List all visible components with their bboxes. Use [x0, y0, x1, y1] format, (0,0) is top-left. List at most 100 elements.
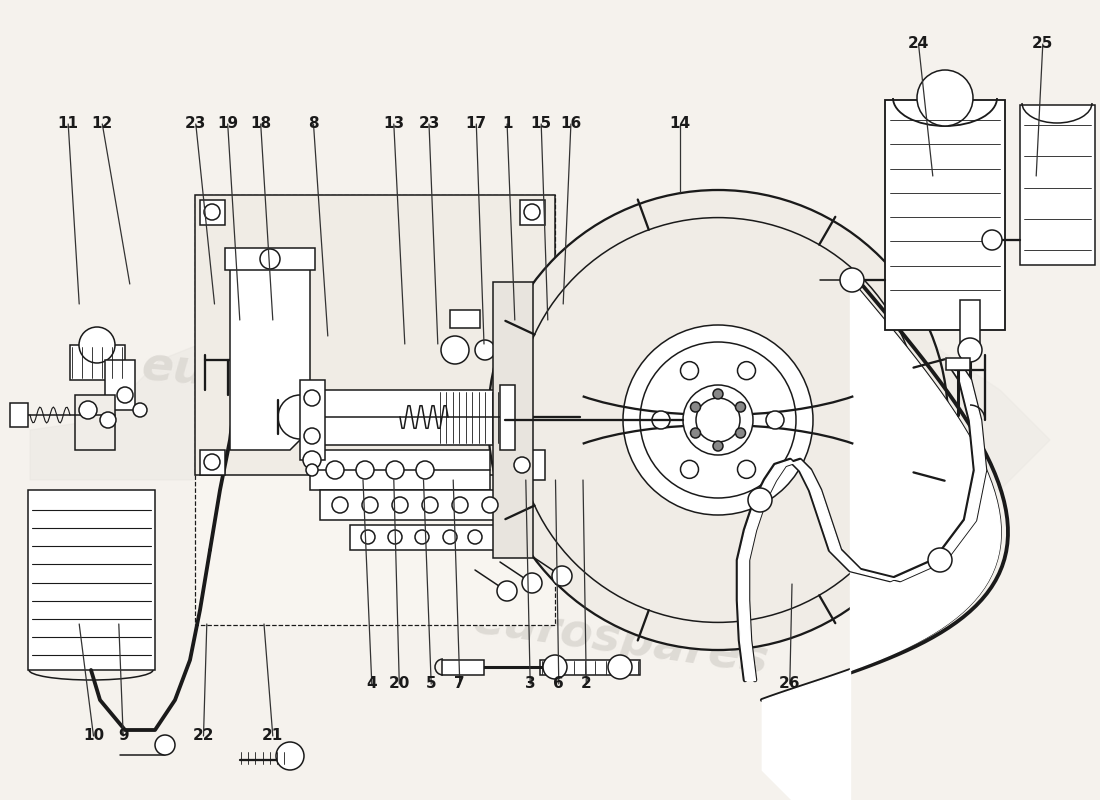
- Text: 18: 18: [250, 117, 272, 131]
- Text: 1: 1: [502, 117, 513, 131]
- Bar: [946, 358, 970, 370]
- Text: 22: 22: [192, 729, 215, 743]
- Bar: [520, 200, 544, 225]
- Text: 19: 19: [217, 117, 239, 131]
- Circle shape: [681, 362, 698, 380]
- Circle shape: [304, 390, 320, 406]
- Circle shape: [260, 249, 280, 269]
- Bar: [493, 282, 534, 558]
- Text: 26: 26: [779, 677, 801, 691]
- Bar: [442, 660, 484, 675]
- Circle shape: [982, 230, 1002, 250]
- Circle shape: [514, 457, 530, 473]
- Circle shape: [356, 461, 374, 479]
- Polygon shape: [540, 295, 1050, 490]
- Text: 24: 24: [908, 37, 930, 51]
- Circle shape: [766, 411, 784, 429]
- Text: 5: 5: [426, 677, 437, 691]
- Text: 25: 25: [1032, 37, 1054, 51]
- Circle shape: [388, 530, 401, 544]
- Bar: [195, 195, 556, 475]
- Text: eurospares: eurospares: [140, 345, 441, 415]
- Circle shape: [691, 428, 701, 438]
- Text: 3: 3: [525, 677, 536, 691]
- Bar: [200, 450, 225, 475]
- Bar: [500, 385, 515, 450]
- Circle shape: [691, 402, 701, 412]
- Circle shape: [840, 268, 864, 292]
- Text: 9: 9: [118, 729, 129, 743]
- Circle shape: [748, 488, 772, 512]
- Circle shape: [958, 338, 982, 362]
- Circle shape: [683, 385, 754, 455]
- Circle shape: [204, 454, 220, 470]
- Circle shape: [79, 401, 97, 419]
- Circle shape: [79, 327, 116, 363]
- Circle shape: [117, 387, 133, 403]
- Bar: [200, 200, 225, 225]
- Bar: [310, 450, 490, 490]
- Text: 10: 10: [82, 729, 104, 743]
- Text: 11: 11: [57, 117, 79, 131]
- Circle shape: [422, 497, 438, 513]
- Bar: [540, 660, 640, 675]
- Text: 13: 13: [383, 117, 405, 131]
- Circle shape: [306, 464, 318, 476]
- Circle shape: [276, 742, 304, 770]
- Circle shape: [443, 530, 456, 544]
- Bar: [226, 248, 315, 270]
- Circle shape: [608, 655, 632, 679]
- Circle shape: [100, 412, 116, 428]
- Bar: [10, 403, 28, 427]
- Circle shape: [516, 218, 921, 622]
- Circle shape: [652, 411, 670, 429]
- Circle shape: [204, 204, 220, 220]
- Text: 12: 12: [91, 117, 113, 131]
- Circle shape: [415, 530, 429, 544]
- Polygon shape: [30, 315, 590, 480]
- Circle shape: [522, 573, 542, 593]
- Bar: [195, 195, 556, 625]
- Text: 23: 23: [418, 117, 440, 131]
- Circle shape: [713, 441, 723, 451]
- Circle shape: [326, 461, 344, 479]
- Polygon shape: [230, 250, 310, 450]
- Circle shape: [475, 340, 495, 360]
- Text: 16: 16: [560, 117, 582, 131]
- Text: 4: 4: [366, 677, 377, 691]
- Circle shape: [681, 460, 698, 478]
- Circle shape: [278, 395, 322, 439]
- Bar: [500, 450, 544, 480]
- Bar: [886, 100, 1005, 330]
- Circle shape: [736, 402, 746, 412]
- Circle shape: [543, 655, 566, 679]
- Polygon shape: [28, 490, 155, 670]
- Text: 17: 17: [465, 117, 487, 131]
- Circle shape: [302, 451, 321, 469]
- Circle shape: [552, 566, 572, 586]
- Circle shape: [155, 735, 175, 755]
- Text: 20: 20: [388, 677, 410, 691]
- Bar: [75, 395, 116, 450]
- Circle shape: [416, 461, 434, 479]
- Circle shape: [917, 70, 974, 126]
- Bar: [70, 345, 125, 380]
- Text: 15: 15: [530, 117, 552, 131]
- Bar: [104, 360, 135, 410]
- Circle shape: [392, 497, 408, 513]
- Circle shape: [524, 204, 540, 220]
- Text: eurospares: eurospares: [469, 597, 771, 683]
- Bar: [320, 490, 520, 520]
- Circle shape: [332, 497, 348, 513]
- Circle shape: [640, 342, 796, 498]
- Circle shape: [736, 428, 746, 438]
- Text: 2: 2: [581, 677, 592, 691]
- Circle shape: [713, 389, 723, 399]
- Circle shape: [361, 530, 375, 544]
- Bar: [350, 525, 500, 550]
- Text: 14: 14: [669, 117, 691, 131]
- Circle shape: [362, 497, 378, 513]
- Circle shape: [623, 325, 813, 515]
- Circle shape: [928, 548, 952, 572]
- Text: 8: 8: [308, 117, 319, 131]
